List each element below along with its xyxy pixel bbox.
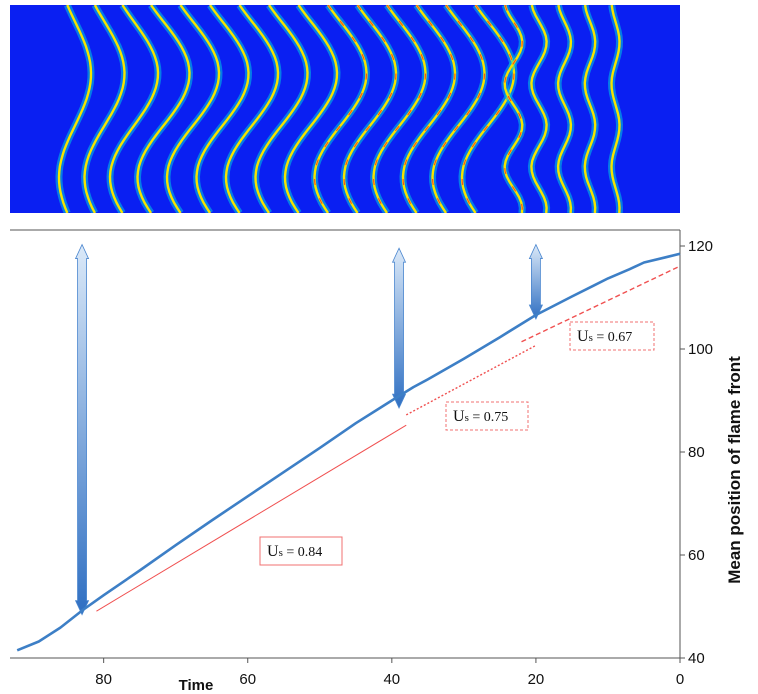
double-arrow-marker — [391, 247, 407, 410]
y-tick-label: 40 — [688, 650, 705, 667]
flame-front-core — [283, 5, 339, 213]
fit-line-dotted — [405, 344, 537, 416]
flame-front-core — [195, 5, 250, 213]
double-arrow-marker — [74, 243, 90, 616]
fit-label-text: Us = 0.84 — [267, 543, 322, 560]
x-tick-label: 40 — [383, 671, 400, 688]
y-tick-label: 100 — [688, 341, 713, 358]
flame-front-core — [254, 5, 309, 213]
fit-label-box — [259, 536, 343, 566]
series-line — [16, 252, 681, 652]
flame-front-core — [530, 5, 548, 213]
arrow-shape — [74, 243, 90, 616]
flame-front-hot — [372, 5, 427, 213]
fit-line-dashed — [521, 265, 681, 343]
fit-label-text: Us = 0.75 — [453, 408, 508, 425]
flame-front-hot — [402, 5, 456, 213]
y-axis-title: Mean position of flame front — [725, 356, 744, 584]
arrow-shape — [391, 247, 407, 410]
flame-front-hot — [313, 5, 368, 213]
x-axis-title: Time — [179, 677, 214, 694]
flame-front-hot — [343, 5, 397, 213]
flame-simulation-image — [10, 5, 680, 213]
flame-front-hot — [431, 5, 486, 213]
flame-front-core — [57, 5, 93, 213]
flame-front-hot — [461, 5, 515, 213]
y-tick-label: 60 — [688, 547, 705, 564]
y-tick-label: 120 — [688, 238, 713, 255]
fit-label-box — [445, 401, 529, 431]
fit-label-text: Us = 0.67 — [577, 328, 632, 345]
x-tick-label: 20 — [528, 671, 545, 688]
flame-front-core — [83, 5, 126, 213]
flame-front-core — [224, 5, 280, 213]
x-tick-label: 80 — [95, 671, 112, 688]
fit-label-box — [569, 321, 655, 351]
double-arrow-marker — [528, 243, 544, 320]
flame-front-core — [503, 5, 524, 213]
flame-front-core — [136, 5, 191, 213]
flame-front-core — [556, 5, 573, 213]
arrow-shape — [528, 243, 544, 320]
flame-front-core — [108, 5, 160, 213]
fit-line-solid — [96, 424, 407, 612]
x-tick-label: 0 — [676, 671, 684, 688]
flame-front-core — [583, 5, 597, 213]
flame-front-core — [610, 5, 621, 213]
x-tick-label: 60 — [239, 671, 256, 688]
flame-front-core — [165, 5, 221, 213]
y-tick-label: 80 — [688, 444, 705, 461]
